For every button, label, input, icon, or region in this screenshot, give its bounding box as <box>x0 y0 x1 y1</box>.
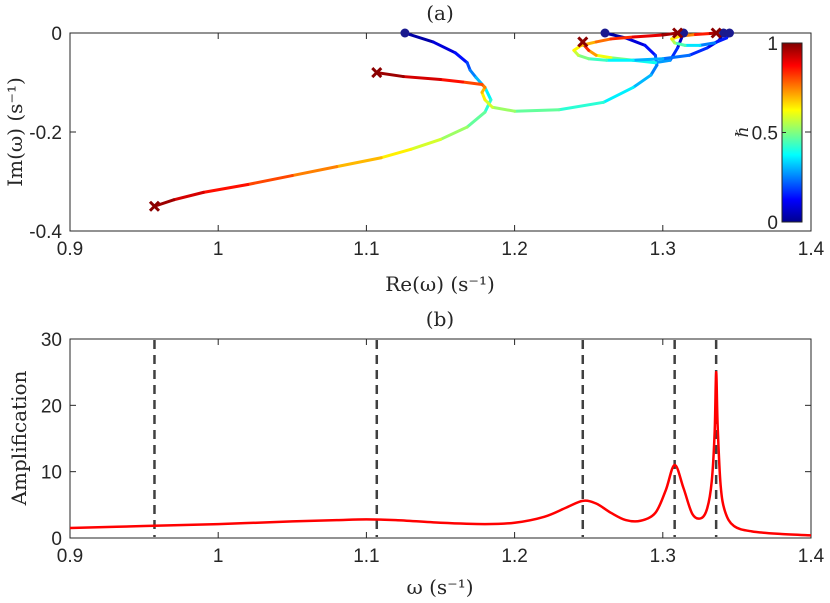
trajectory-segment <box>713 36 729 45</box>
y-tick-label: 20 <box>41 396 62 417</box>
trajectory-segment <box>335 156 383 169</box>
x-tick-label: 1.2 <box>501 546 527 567</box>
panel-a-trajectories: (a) 0.9 1 1.1 1.2 1.3 1.4 0 -0.2 -0.4 Re(ω) (s⁻… <box>3 1 825 296</box>
start-marker <box>600 28 610 38</box>
end-marker <box>148 200 161 212</box>
trajectory-segment <box>172 190 205 202</box>
panel-a-y-axis-label: Im(ω) (s⁻¹) <box>3 77 27 187</box>
trajectory-segment <box>379 147 413 160</box>
trajectory-segment <box>557 100 606 112</box>
end-marker-stroke <box>710 27 722 39</box>
x-tick-label: 1.1 <box>353 239 379 260</box>
trajectory-segment <box>587 57 608 62</box>
panel-a-axes-box <box>69 32 812 232</box>
trajectory-segment <box>290 165 339 178</box>
trajectory-segment <box>453 51 469 65</box>
trajectory-segment <box>246 174 294 186</box>
trajectory-segment <box>468 68 478 80</box>
panel-b-y-axis-label: Amplification <box>7 370 31 506</box>
start-marker <box>400 28 410 38</box>
y-tick-label: -0.2 <box>29 123 62 144</box>
y-tick-label: 10 <box>41 463 62 484</box>
colorbar-tick-label: 1 <box>767 34 778 55</box>
trajectory-segment <box>693 31 712 36</box>
trajectory-segment <box>490 105 517 113</box>
x-tick-label: 1.4 <box>798 546 825 567</box>
end-marker <box>710 27 722 39</box>
colorbar: 0 0.5 1 ℏ <box>733 34 803 234</box>
trajectory-segment <box>483 98 493 114</box>
trajectory-segment <box>513 108 561 113</box>
panel-a-x-axis-label: Re(ω) (s⁻¹) <box>385 272 495 296</box>
trajectory-segment <box>403 31 435 44</box>
x-tick-label: 1.2 <box>501 239 527 260</box>
trajectory-segment <box>439 78 465 84</box>
trajectory-segment <box>631 33 665 39</box>
y-tick-label: 0 <box>51 529 62 550</box>
panel-b-amplification: (b) 0.9 1 1.1 1.2 1.3 1.4 0 10 20 30 ω (s⁻¹) Amp… <box>7 307 825 599</box>
trajectory-segment <box>687 46 709 57</box>
end-marker-stroke <box>148 200 161 212</box>
trajectory-segment <box>483 98 494 109</box>
trajectory-segment <box>409 137 442 151</box>
panel-b-axes-box <box>69 338 812 539</box>
start-marker <box>724 28 734 38</box>
y-tick-label: 30 <box>41 330 62 351</box>
colorbar-tick-label: 0.5 <box>752 124 778 145</box>
colorbar-tick-label: 0 <box>767 213 778 234</box>
trajectory-segment <box>631 57 665 62</box>
x-tick-label: 1.1 <box>353 546 379 567</box>
trajectory-segment <box>661 53 691 61</box>
trajectory-segment <box>643 43 657 57</box>
y-tick-label: -0.4 <box>29 222 62 243</box>
trajectory-segment <box>594 37 613 44</box>
trajectory-segment <box>653 58 672 65</box>
x-tick-label: 1.4 <box>798 239 825 260</box>
trajectory-segment <box>483 85 493 102</box>
trajectory-segment <box>201 182 250 194</box>
trajectory-branch-1 <box>152 31 493 208</box>
trajectory-segment <box>465 110 487 129</box>
y-tick-label: 0 <box>51 24 62 45</box>
trajectory-segment <box>461 80 484 86</box>
panel-a-label: (a) <box>426 1 454 25</box>
end-marker-stroke <box>577 36 589 48</box>
x-tick-label: 1 <box>213 546 224 567</box>
trajectory-segment <box>649 63 659 77</box>
x-tick-label: 0.9 <box>57 546 83 567</box>
trajectory-segment <box>594 53 613 60</box>
x-tick-label: 1 <box>213 239 224 260</box>
trajectory-segment <box>401 75 442 82</box>
x-tick-label: 1.3 <box>650 546 676 567</box>
x-tick-label: 0.9 <box>57 239 83 260</box>
trajectory-segment <box>375 71 405 79</box>
trajectory-segment <box>602 85 635 104</box>
amplification-curve <box>69 370 812 537</box>
trajectory-segment <box>661 31 680 37</box>
trajectory-segment <box>624 36 647 47</box>
x-tick-label: 1.3 <box>650 239 676 260</box>
trajectory-segment <box>439 125 469 141</box>
end-marker-stroke <box>371 67 383 79</box>
trajectory-segment <box>609 35 635 41</box>
end-marker <box>672 27 684 39</box>
trajectory-segment <box>631 73 653 89</box>
panel-b-x-axis-label: ω (s⁻¹) <box>406 575 473 599</box>
end-marker-stroke <box>672 27 684 39</box>
trajectory-branch-5 <box>670 31 731 47</box>
trajectory-segment <box>673 41 687 47</box>
end-marker <box>577 36 589 48</box>
colorbar-label: ℏ <box>733 127 753 138</box>
trajectory-segment <box>698 41 717 47</box>
trajectory-segment <box>152 198 176 208</box>
panel-b-label: (b) <box>426 307 454 331</box>
trajectory-segment <box>576 53 591 61</box>
trajectory-segment <box>431 40 457 55</box>
end-marker <box>371 67 383 79</box>
